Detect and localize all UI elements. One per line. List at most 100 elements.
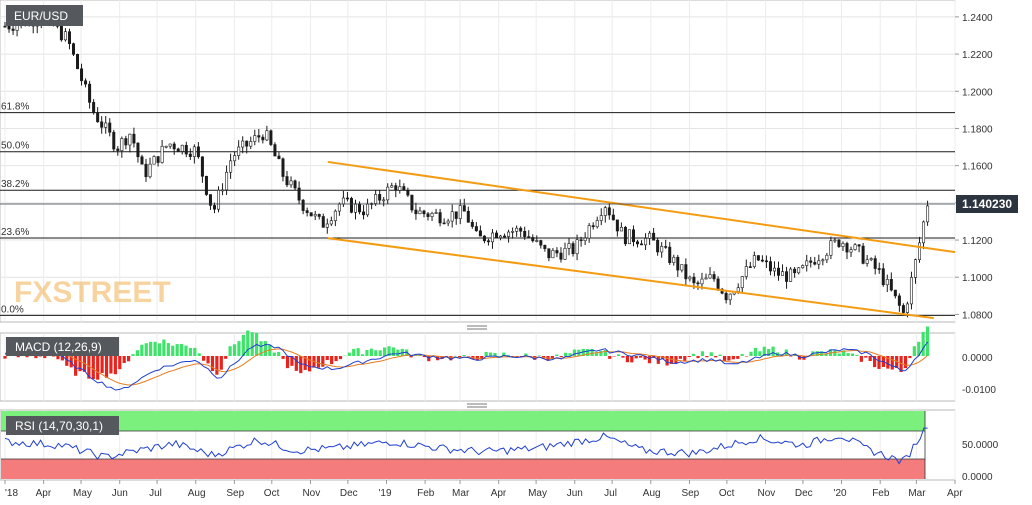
candle-body xyxy=(531,237,535,242)
macd-hist-bar xyxy=(630,356,634,363)
macd-hist-bar xyxy=(877,356,881,369)
candle-body xyxy=(265,130,269,141)
candle-body xyxy=(527,236,531,238)
candle-body xyxy=(426,213,430,217)
macd-hist-bar xyxy=(118,356,122,370)
time-tick-label: Aug xyxy=(643,488,661,499)
macd-hist-bar xyxy=(581,348,585,356)
macd-hist-bar xyxy=(325,356,329,361)
macd-hist-bar xyxy=(886,356,890,369)
candle-body xyxy=(603,207,607,216)
rsi-line xyxy=(4,427,928,465)
candle-body xyxy=(712,274,716,280)
macd-hist-bar xyxy=(572,349,577,356)
macd-hist-bar xyxy=(122,356,126,364)
macd-hist-bar xyxy=(352,348,356,356)
macd-hist-bar xyxy=(925,326,930,356)
macd-hist-bar xyxy=(762,346,766,356)
time-tick-label: '19 xyxy=(378,488,391,499)
price-tick-label: 1.2200 xyxy=(962,50,993,61)
candle-body xyxy=(813,262,817,265)
candle-body xyxy=(519,227,523,232)
macd-hist-bar xyxy=(533,356,537,360)
macd-hist-bar xyxy=(837,353,841,356)
candle-body xyxy=(664,246,668,248)
macd-hist-bar xyxy=(25,356,29,358)
candle-body xyxy=(309,212,313,217)
macd-hist-bar xyxy=(665,356,669,366)
macd-hist-bar xyxy=(758,351,762,356)
rsi-label-badge xyxy=(6,416,119,435)
candle-body xyxy=(422,210,426,215)
candle-body xyxy=(503,235,507,238)
candle-body xyxy=(96,112,100,123)
macd-hist-bar xyxy=(104,356,109,378)
macd-hist-bar xyxy=(846,353,850,356)
candle-body xyxy=(196,146,200,158)
macd-hist-bar xyxy=(281,356,285,359)
macd-hist-bar xyxy=(113,356,117,375)
price-tick-label: 1.1800 xyxy=(962,124,993,135)
macd-hist-bar xyxy=(409,356,413,358)
macd-hist-bar xyxy=(263,341,268,356)
macd-hist-bar xyxy=(550,356,554,359)
candle-body xyxy=(716,278,720,290)
candle-body xyxy=(700,278,704,285)
candle-body xyxy=(623,226,627,245)
macd-hist-bar xyxy=(453,355,457,357)
candle-body xyxy=(490,232,494,243)
macd-hist-bar xyxy=(564,352,568,356)
candle-body xyxy=(128,133,132,146)
price-tick-label: 1.1200 xyxy=(962,236,993,247)
macd-hist-bar xyxy=(903,356,908,369)
macd-hist-bar xyxy=(921,331,925,356)
macd-hist-bar xyxy=(224,356,228,359)
macd-hist-bar xyxy=(3,356,7,359)
candle-body xyxy=(579,239,583,242)
candle-body xyxy=(76,54,80,70)
macd-panel-resize-handle[interactable] xyxy=(467,403,487,408)
candle-body xyxy=(454,211,458,219)
macd-hist-bar xyxy=(493,352,497,356)
candle-body xyxy=(591,225,595,228)
candle-body xyxy=(559,252,563,260)
candle-body xyxy=(329,220,333,225)
candle-body xyxy=(583,237,587,242)
macd-hist-bar xyxy=(855,354,859,356)
candle-body xyxy=(152,156,156,165)
macd-hist-bar xyxy=(78,356,82,372)
candle-body xyxy=(362,211,366,216)
channel-line xyxy=(327,237,934,320)
macd-hist-bar xyxy=(797,356,802,360)
candle-body xyxy=(507,231,511,237)
macd-hist-bar xyxy=(678,356,682,359)
candle-body xyxy=(905,303,909,313)
macd-hist-bar xyxy=(753,347,758,356)
candle-body xyxy=(418,210,422,215)
candle-body xyxy=(337,203,341,212)
candle-body xyxy=(575,239,579,255)
candle-body xyxy=(269,130,273,145)
candle-body xyxy=(11,28,15,31)
candle-body xyxy=(261,136,265,141)
macd-hist-bar xyxy=(859,356,863,362)
candle-body xyxy=(321,216,325,228)
candle-body xyxy=(704,277,708,280)
candle-body xyxy=(474,226,478,232)
macd-hist-bar xyxy=(96,356,100,380)
candle-body xyxy=(349,198,353,213)
macd-hist-bar xyxy=(91,356,95,380)
candle-body xyxy=(285,176,289,186)
candle-body xyxy=(563,248,567,260)
candle-body xyxy=(458,205,462,219)
macd-hist-bar xyxy=(683,356,687,361)
time-tick-label: Dec xyxy=(340,488,358,499)
candle-body xyxy=(92,102,96,113)
macd-hist-bar xyxy=(131,354,135,356)
macd-hist-bar xyxy=(338,356,343,360)
price-tick-label: 1.0800 xyxy=(962,310,993,321)
macd-hist-bar xyxy=(246,330,250,356)
price-panel-resize-handle[interactable] xyxy=(467,325,487,330)
macd-hist-bar xyxy=(135,350,140,356)
candle-body xyxy=(789,268,793,282)
